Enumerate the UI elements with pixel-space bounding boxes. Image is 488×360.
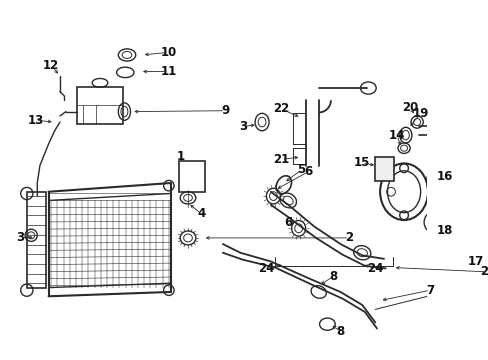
Text: 24: 24 <box>258 262 274 275</box>
Text: 23: 23 <box>480 265 488 278</box>
Text: 6: 6 <box>304 165 312 178</box>
Text: 3: 3 <box>16 231 24 244</box>
Text: 19: 19 <box>411 107 428 120</box>
Text: 15: 15 <box>353 157 370 170</box>
Text: 21: 21 <box>273 153 289 166</box>
Text: 7: 7 <box>425 284 433 297</box>
Text: 11: 11 <box>161 65 177 78</box>
Text: 4: 4 <box>197 207 205 220</box>
Text: 3: 3 <box>238 120 246 133</box>
Text: 10: 10 <box>161 46 177 59</box>
Text: 20: 20 <box>401 101 417 114</box>
Text: 18: 18 <box>436 224 452 238</box>
Text: 5: 5 <box>297 163 305 176</box>
Text: 13: 13 <box>27 114 43 127</box>
Text: 8: 8 <box>329 270 337 283</box>
Text: 6: 6 <box>284 216 292 229</box>
Text: 22: 22 <box>273 103 289 116</box>
Text: 2: 2 <box>345 231 352 244</box>
Bar <box>77 87 122 124</box>
Text: 17: 17 <box>467 255 483 268</box>
Bar <box>27 192 46 288</box>
Bar <box>375 157 394 181</box>
Text: 14: 14 <box>388 129 405 141</box>
Text: 8: 8 <box>336 325 344 338</box>
Text: 12: 12 <box>43 59 59 72</box>
Text: 9: 9 <box>221 104 229 117</box>
Text: 1: 1 <box>177 150 185 163</box>
Text: 16: 16 <box>436 170 452 184</box>
Bar <box>179 161 205 192</box>
Text: 24: 24 <box>366 262 383 275</box>
